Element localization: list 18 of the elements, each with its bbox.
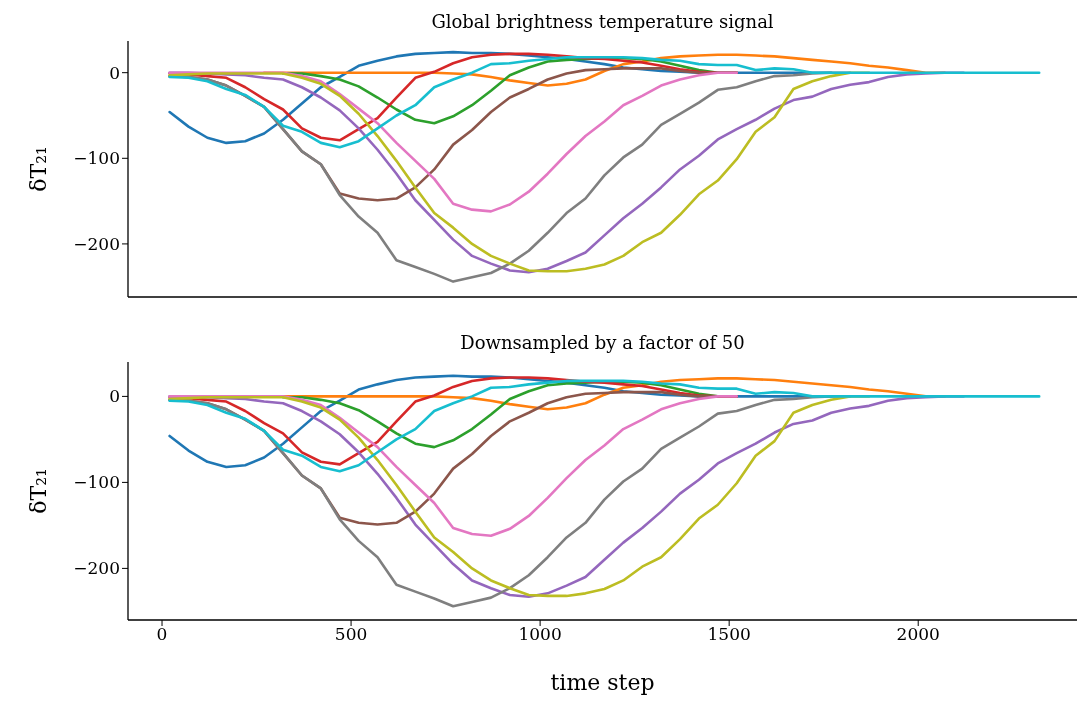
y-tick-label: −100 bbox=[73, 148, 120, 169]
y-axis-title: δT₂₁ bbox=[25, 468, 51, 514]
y-tick-label: −200 bbox=[73, 233, 120, 254]
x-tick-label: 0 bbox=[156, 624, 168, 645]
x-tick-label: 500 bbox=[334, 624, 368, 645]
x-tick-label: 1000 bbox=[518, 624, 562, 645]
x-tick-label: 2000 bbox=[896, 624, 940, 645]
y-tick-label: 0 bbox=[109, 62, 120, 83]
chart-title: Downsampled by a factor of 50 bbox=[459, 332, 746, 353]
y-tick-label: 0 bbox=[109, 386, 120, 407]
x-axis-title: time step bbox=[550, 670, 655, 695]
chart-title: Global brightness temperature signal bbox=[430, 11, 775, 32]
line-series bbox=[168, 379, 1041, 473]
line-series bbox=[168, 55, 1041, 149]
y-tick-label: −100 bbox=[73, 472, 120, 493]
x-tick-label: 1500 bbox=[707, 624, 751, 645]
y-axis-title: δT₂₁ bbox=[25, 146, 51, 192]
y-tick-label: −200 bbox=[73, 558, 120, 579]
